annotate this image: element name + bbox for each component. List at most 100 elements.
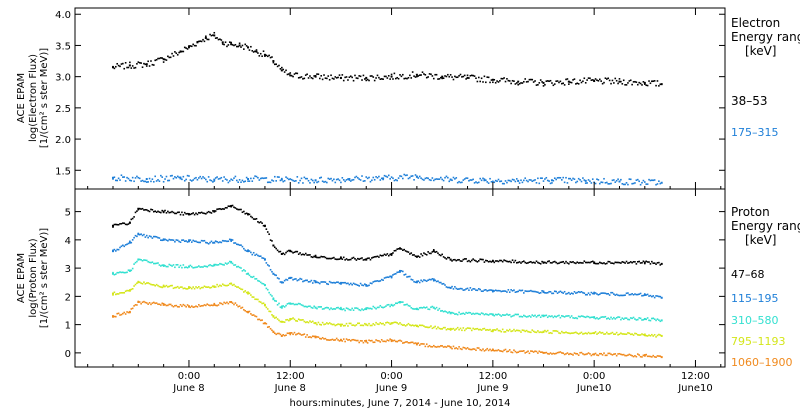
proton-scatter-2 bbox=[356, 284, 359, 286]
proton-scatter-1 bbox=[525, 262, 528, 265]
electron-scatter-2 bbox=[455, 177, 458, 179]
electron-scatter-1 bbox=[220, 39, 223, 41]
proton-scatter-3 bbox=[501, 314, 504, 316]
proton-scatter-1 bbox=[463, 258, 466, 260]
proton-scatter-5 bbox=[461, 348, 463, 351]
electron-scatter-1 bbox=[568, 83, 570, 85]
proton-scatter-3 bbox=[307, 305, 310, 308]
proton-scatter-4 bbox=[437, 326, 439, 328]
proton-scatter-4 bbox=[480, 329, 483, 331]
proton-scatter-4 bbox=[324, 323, 327, 325]
electron-scatter-2 bbox=[524, 177, 527, 179]
proton-scatter-4 bbox=[572, 332, 574, 334]
proton-scatter-2 bbox=[538, 292, 541, 295]
proton-scatter-2 bbox=[334, 282, 337, 284]
proton-scatter-2 bbox=[632, 293, 635, 296]
proton-scatter-5 bbox=[607, 352, 610, 355]
proton-scatter-4 bbox=[470, 329, 473, 332]
proton-scatter-5 bbox=[148, 302, 151, 304]
electron-scatter-2 bbox=[600, 181, 602, 183]
proton-scatter-3 bbox=[230, 260, 232, 263]
proton-scatter-3 bbox=[124, 271, 127, 274]
electron-scatter-2 bbox=[345, 179, 348, 181]
proton-scatter-5 bbox=[200, 305, 203, 307]
proton-scatter-5 bbox=[238, 305, 241, 307]
electron-scatter-1 bbox=[627, 82, 629, 84]
proton-scatter-5 bbox=[352, 338, 355, 341]
electron-scatter-2 bbox=[333, 178, 335, 181]
proton-scatter-2 bbox=[402, 270, 404, 273]
electron-scatter-2 bbox=[375, 175, 377, 178]
proton-point-2 bbox=[415, 281, 418, 284]
proton-scatter-1 bbox=[281, 253, 283, 255]
electron-point-2 bbox=[348, 178, 351, 181]
electron-scatter-2 bbox=[470, 179, 473, 181]
electron-scatter-1 bbox=[275, 63, 277, 66]
electron-scatter-2 bbox=[299, 179, 301, 182]
proton-scatter-1 bbox=[198, 211, 200, 214]
proton-scatter-1 bbox=[506, 260, 508, 263]
proton-scatter-2 bbox=[425, 280, 428, 282]
proton-scatter-4 bbox=[193, 287, 196, 290]
x-axis-title: hours:minutes, June 7, 2014 - June 10, 2… bbox=[290, 398, 511, 409]
proton-scatter-5 bbox=[371, 339, 373, 342]
proton-scatter-4 bbox=[176, 285, 179, 288]
electron-scatter-1 bbox=[178, 51, 180, 54]
proton-scatter-5 bbox=[584, 353, 587, 356]
proton-scatter-3 bbox=[119, 271, 121, 273]
electron-scatter-1 bbox=[213, 31, 216, 34]
electron-scatter-2 bbox=[131, 176, 134, 179]
electron-scatter-2 bbox=[646, 183, 649, 185]
electron-scatter-2 bbox=[452, 176, 455, 179]
proton-scatter-3 bbox=[148, 261, 151, 264]
electron-scatter-2 bbox=[145, 181, 148, 183]
proton-scatter-1 bbox=[145, 209, 148, 211]
proton-scatter-1 bbox=[648, 261, 650, 263]
proton-scatter-4 bbox=[455, 328, 458, 330]
proton-scatter-2 bbox=[154, 235, 156, 238]
proton-scatter-2 bbox=[255, 253, 258, 256]
proton-scatter-3 bbox=[493, 314, 496, 317]
electron-scatter-2 bbox=[514, 180, 517, 183]
proton-point-4 bbox=[128, 289, 131, 292]
proton-scatter-4 bbox=[621, 333, 624, 335]
electron-scatter-2 bbox=[138, 177, 141, 180]
proton-scatter-3 bbox=[354, 307, 356, 309]
proton-scatter-1 bbox=[385, 254, 387, 256]
proton-scatter-1 bbox=[178, 211, 180, 214]
proton-scatter-1 bbox=[461, 260, 463, 262]
proton-scatter-1 bbox=[326, 257, 328, 260]
electron-scatter-2 bbox=[479, 177, 481, 180]
proton-scatter-2 bbox=[494, 289, 497, 292]
proton-scatter-2 bbox=[331, 281, 334, 284]
proton-scatter-4 bbox=[583, 332, 586, 335]
electron-scatter-1 bbox=[248, 49, 251, 51]
proton-scatter-3 bbox=[402, 301, 404, 303]
proton-scatter-4 bbox=[551, 332, 553, 335]
electron-point-1 bbox=[272, 60, 275, 63]
electron-scatter-1 bbox=[539, 79, 542, 81]
proton-scatter-4 bbox=[565, 331, 567, 333]
proton-scatter-3 bbox=[206, 265, 209, 268]
proton-scatter-4 bbox=[648, 334, 650, 336]
electron-scatter-2 bbox=[656, 183, 659, 185]
electron-scatter-1 bbox=[614, 77, 617, 80]
proton-scatter-1 bbox=[466, 260, 469, 263]
proton-scatter-4 bbox=[445, 328, 448, 331]
electron-scatter-1 bbox=[348, 76, 351, 79]
proton-scatter-2 bbox=[655, 295, 657, 297]
proton-point-2 bbox=[432, 278, 435, 281]
electron-scatter-1 bbox=[207, 38, 210, 41]
proton-scatter-5 bbox=[122, 312, 124, 315]
proton-scatter-3 bbox=[182, 264, 185, 266]
proton-scatter-4 bbox=[530, 331, 532, 334]
proton-scatter-5 bbox=[172, 305, 175, 308]
proton-scatter-1 bbox=[235, 208, 238, 210]
electron-scatter-2 bbox=[317, 180, 320, 183]
proton-scatter-4 bbox=[476, 327, 479, 330]
proton-scatter-1 bbox=[604, 263, 607, 265]
proton-scatter-2 bbox=[659, 295, 662, 298]
proton-scatter-5 bbox=[224, 302, 227, 305]
electron-scatter-1 bbox=[376, 74, 379, 77]
electron-scatter-2 bbox=[607, 183, 610, 185]
